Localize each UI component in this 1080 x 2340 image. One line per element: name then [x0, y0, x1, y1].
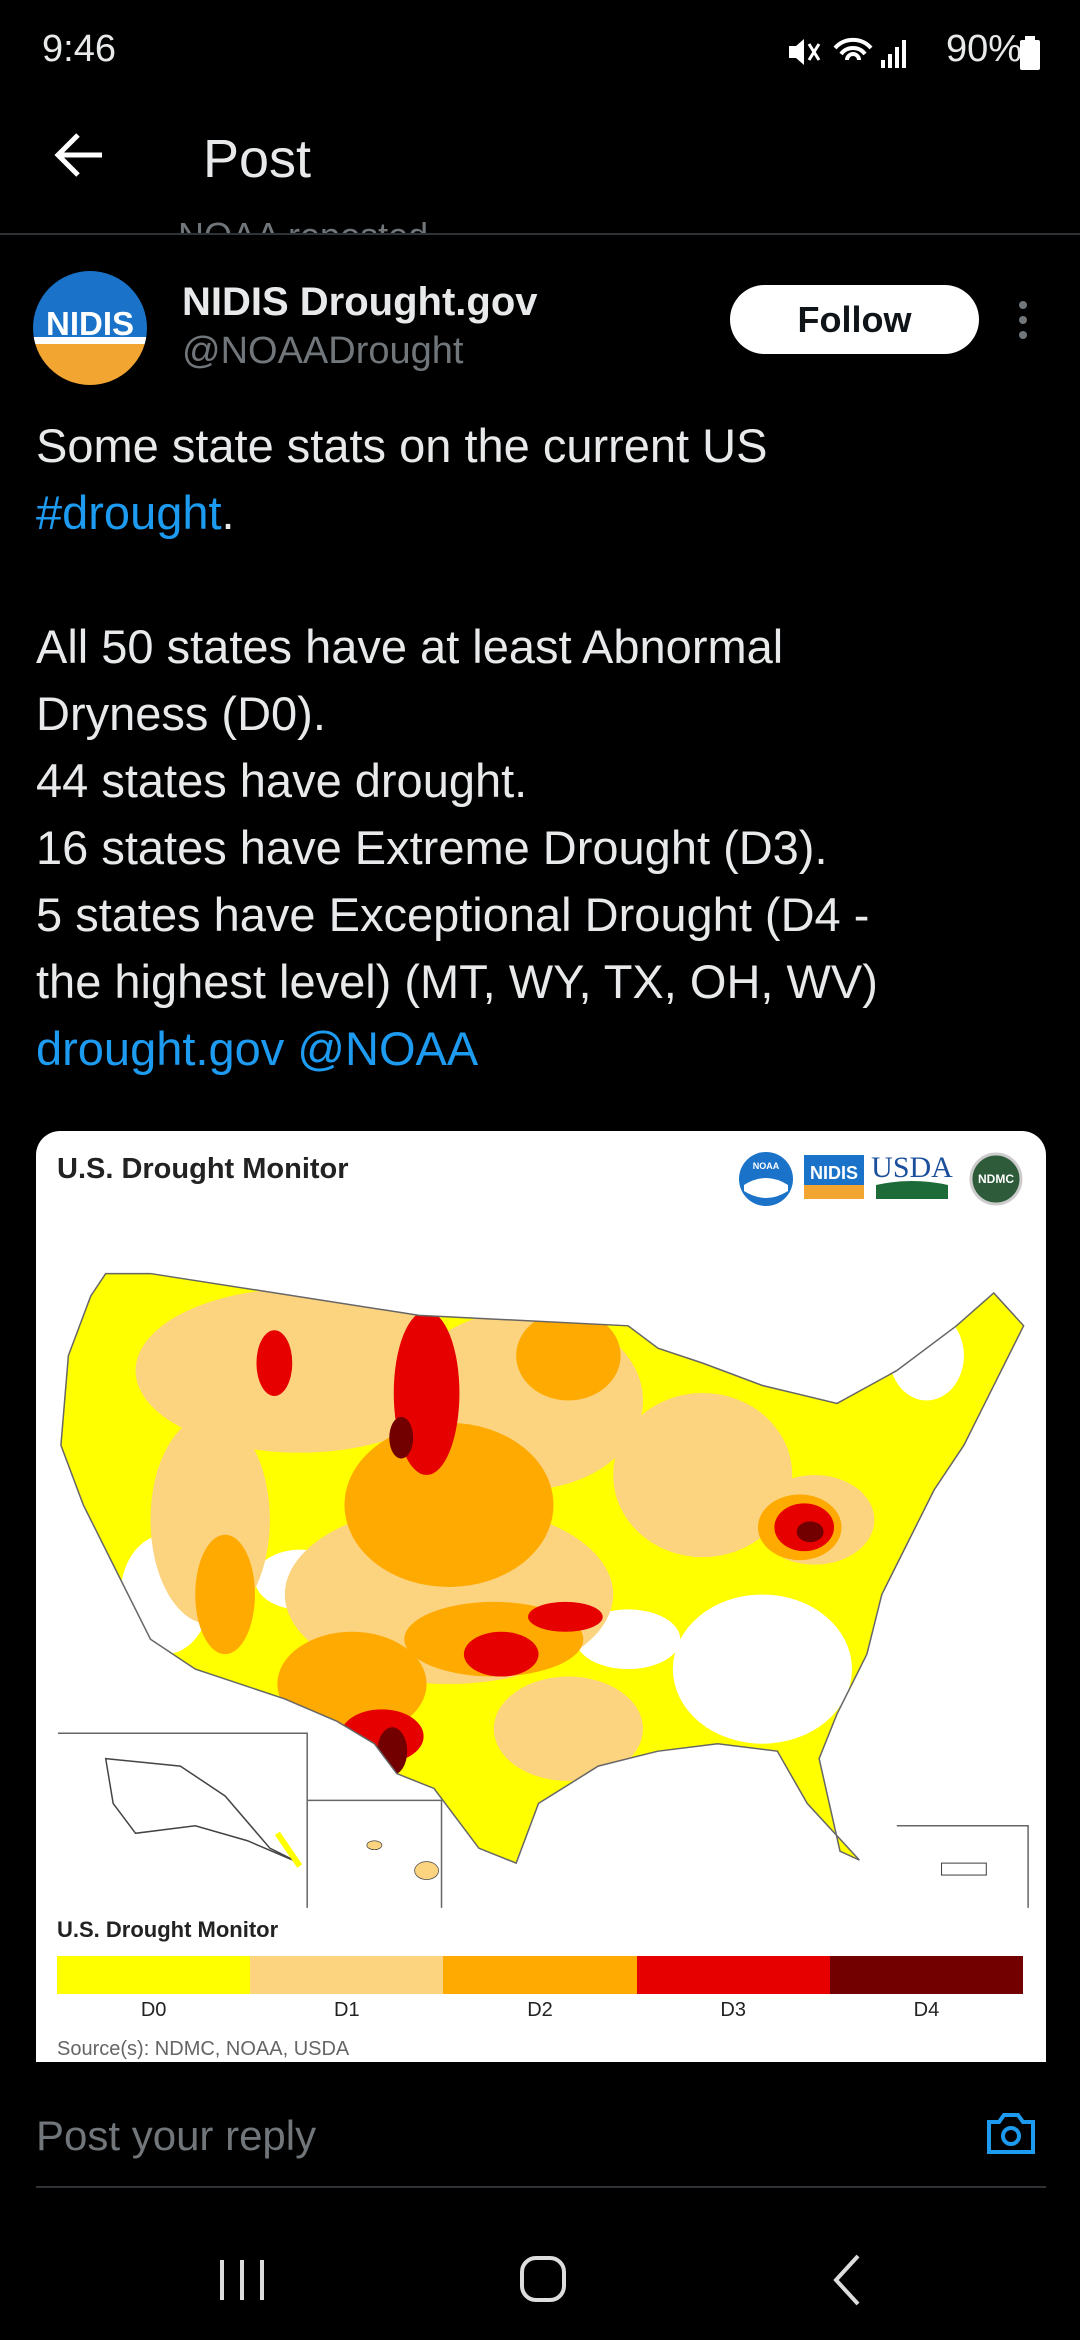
home-button[interactable]	[520, 2256, 566, 2302]
paragraph: All 50 states have at least Abnormal Dryn…	[36, 613, 1046, 1082]
legend-labels: D0 D1 D2 D3 D4	[57, 1999, 1023, 2022]
text-line: drought.gov @NOAA	[36, 1015, 1046, 1082]
legend-swatch	[636, 1956, 830, 1994]
text-line: 16 states have Extreme Drought (D3).	[36, 814, 1046, 881]
reply-input[interactable]: Post your reply	[36, 2112, 317, 2159]
text: .	[221, 486, 235, 539]
divider	[0, 233, 1080, 235]
text-line: 5 states have Exceptional Drought (D4 -	[36, 881, 1046, 948]
text: 44 states have drought.	[36, 754, 528, 807]
text: the highest level) (MT, WY, TX, OH, WV)	[36, 955, 878, 1008]
legend-label: D3	[720, 1999, 746, 2021]
battery-level: 90%	[945, 28, 1022, 70]
back-nav-button[interactable]	[833, 2254, 860, 2306]
follow-button[interactable]: Follow	[730, 285, 979, 354]
legend-swatch	[443, 1956, 637, 1994]
battery-icon	[1020, 36, 1040, 70]
post-text: Some state stats on the current US #droug…	[36, 412, 1046, 1149]
status-time: 9:46	[42, 28, 116, 70]
media-card[interactable]: U.S. Drought Monitor NOAA NIDIS USDA NDM…	[36, 1131, 1046, 2062]
source-note: Source(s): NDMC, NOAA, USDA	[57, 2038, 350, 2060]
legend-label: D4	[913, 1999, 940, 2021]
logo-ndmc: NDMC	[978, 1172, 1014, 1186]
legend-label: D0	[140, 1999, 167, 2021]
logo-noaa: NOAA	[753, 1161, 780, 1171]
logos: NOAA NIDIS USDA NDMC	[739, 1151, 1023, 1206]
status-icons	[789, 37, 906, 68]
text-line: 44 states have drought.	[36, 747, 1046, 814]
repost-note: NOAA reposted	[178, 206, 428, 233]
text: 16 states have Extreme Drought (D3).	[36, 821, 828, 874]
text: All 50 states have at least Abnormal	[36, 620, 784, 673]
legend-title: U.S. Drought Monitor	[57, 1917, 279, 1942]
legend-label: D2	[527, 1999, 553, 2021]
header-title: Post	[203, 129, 312, 189]
card-title: U.S. Drought Monitor	[57, 1153, 349, 1185]
drought-map	[57, 1272, 1029, 1908]
link[interactable]: drought.gov @NOAA	[36, 1022, 479, 1075]
legend-label: D1	[334, 1999, 360, 2021]
divider	[36, 2186, 1046, 2188]
text-line: Some state stats on the current US	[36, 412, 1046, 479]
logo-usda: USDA	[871, 1151, 953, 1184]
camera-button[interactable]	[985, 2110, 1037, 2156]
paragraph: Some state stats on the current US #droug…	[36, 412, 1046, 546]
text-line: the highest level) (MT, WY, TX, OH, WV)	[36, 948, 1046, 1015]
navigation-bar	[220, 2254, 860, 2306]
author-handle[interactable]: @NOAADrought	[182, 330, 464, 372]
legend-swatch	[250, 1956, 444, 1994]
link[interactable]: #drought	[36, 486, 222, 539]
legend-bar	[57, 1956, 1024, 1994]
text: Some state stats on the current US	[36, 419, 768, 472]
legend-swatch	[829, 1956, 1024, 1994]
avatar-label: NIDIS	[45, 305, 134, 342]
text-line: Dryness (D0).	[36, 680, 1046, 747]
text: Dryness (D0).	[36, 687, 326, 740]
back-button[interactable]	[52, 130, 106, 180]
legend-swatch	[57, 1956, 251, 1994]
recents-button[interactable]	[220, 2260, 264, 2300]
text-line: #drought.	[36, 479, 1046, 546]
avatar[interactable]: NIDIS	[33, 271, 147, 385]
text-line: All 50 states have at least Abnormal	[36, 613, 1046, 680]
author-name[interactable]: NIDIS Drought.gov	[182, 280, 538, 324]
more-button[interactable]	[1016, 300, 1030, 340]
logo-nidis: NIDIS	[810, 1163, 858, 1183]
text: 5 states have Exceptional Drought (D4 -	[36, 888, 870, 941]
